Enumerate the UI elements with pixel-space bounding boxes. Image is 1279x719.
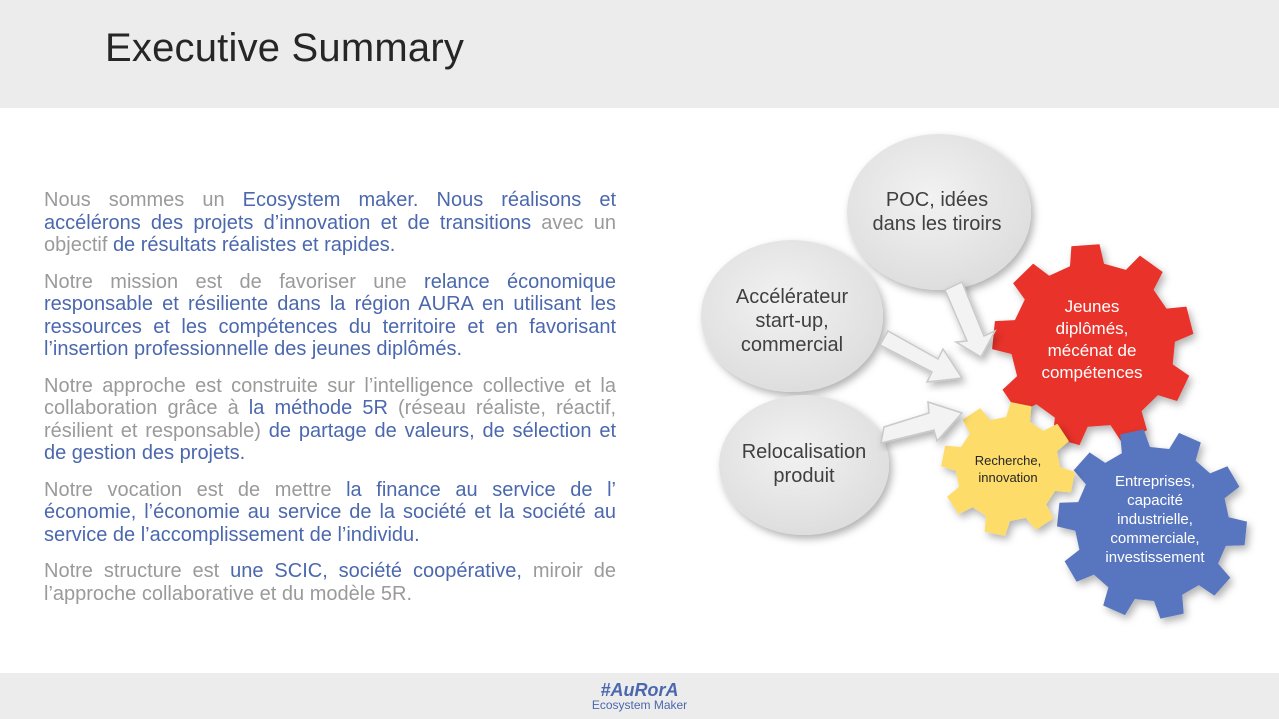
body-text-span: Nous sommes un <box>44 189 243 211</box>
body-text-span: miroir de l’approche collaborative et du… <box>44 560 616 605</box>
body-text-span: avec un objectif <box>44 211 616 257</box>
gear-entreprises <box>1057 429 1247 619</box>
body-text-span: Notre vocation est de mettre <box>44 478 347 501</box>
summary-paragraph: Notre mission est de favoriser une relan… <box>44 271 616 361</box>
arrow-from-accelerateur <box>878 329 964 383</box>
diagram-label-line: dans les tiroirs <box>873 213 1002 235</box>
brand-logo: #AuRorA Ecosystem Maker <box>0 681 1279 712</box>
highlighted-text: de partage de valeurs, de sélection et d… <box>44 419 617 465</box>
gear-recherche <box>941 402 1075 536</box>
diagram-label-line: commerciale, <box>1110 530 1199 547</box>
diagram-label-line: mécénat de <box>1048 341 1137 360</box>
diagram-label-line: industrielle, <box>1117 511 1193 528</box>
footer-bar <box>0 673 1279 719</box>
highlighted-text: de résultats réalistes et rapides. <box>112 234 396 256</box>
diagram-label-line: Entreprises, <box>1115 473 1195 490</box>
header-bar: Executive Summary <box>0 0 1279 108</box>
summary-paragraph: Notre vocation est de mettre la finance … <box>44 479 616 547</box>
diagram-label-line: commercial <box>741 334 843 356</box>
summary-text: Nous sommes un Ecosystem maker. Nous réa… <box>44 189 616 619</box>
gear-jeunes-diplomes <box>992 244 1194 446</box>
bubble-accelerateur <box>701 240 883 392</box>
diagram-label-line: compétences <box>1041 363 1142 382</box>
summary-paragraph: Notre structure est une SCIC, société co… <box>44 560 616 605</box>
body-text-span: (réseau réaliste, réactif, résilient et … <box>44 397 617 442</box>
summary-paragraph: Nous sommes un Ecosystem maker. Nous réa… <box>44 189 616 257</box>
brand-subtitle: Ecosystem Maker <box>591 698 688 712</box>
diagram-label-line: Jeunes <box>1065 297 1120 316</box>
diagram-label-line: Recherche, <box>975 453 1041 468</box>
body-text-span: Notre structure est <box>44 560 231 582</box>
gear-jeunes-label: Jeunes diplômés, mécénat de compétences <box>1041 297 1142 382</box>
diagram-label-line: Relocalisation <box>742 441 867 463</box>
diagram-label-line: capacité <box>1127 492 1183 509</box>
highlighted-text: une SCIC, société coopérative, <box>230 560 522 582</box>
gear-recherche-label: Recherche, innovation <box>975 453 1041 485</box>
highlighted-text: Ecosystem maker. Nous réalisons et accél… <box>44 189 617 234</box>
highlighted-text: la méthode 5R <box>248 397 388 419</box>
page-title: Executive Summary <box>105 26 465 70</box>
bubble-relocalisation <box>719 395 889 535</box>
diagram-label-line: investissement <box>1105 549 1205 566</box>
body-text-span: Notre approche est construite sur l’inte… <box>44 374 616 420</box>
arrow-from-relocalisation <box>880 400 964 445</box>
diagram-label-line: produit <box>773 465 835 487</box>
bubble-poc <box>847 134 1031 290</box>
diagram-label-line: Accélérateur <box>736 286 849 308</box>
highlighted-text: la finance au service de l’ économie, l’… <box>44 478 616 546</box>
diagram-label-line: innovation <box>978 470 1037 485</box>
gear-entreprises-label: Entreprises, capacité industrielle, commerc… <box>1105 473 1205 566</box>
summary-paragraph: Notre approche est construite sur l’inte… <box>44 375 616 465</box>
brand-tag: #AuRorA <box>600 680 679 700</box>
diagram-label-line: POC, idées <box>886 189 988 211</box>
diagram-label-line: diplômés, <box>1056 319 1129 338</box>
highlighted-text: relance économique responsable et résili… <box>44 270 616 361</box>
arrow-from-poc <box>944 280 997 359</box>
body-text-span: Notre mission est de favoriser une <box>44 270 425 293</box>
diagram-label-line: start-up, <box>755 310 828 332</box>
